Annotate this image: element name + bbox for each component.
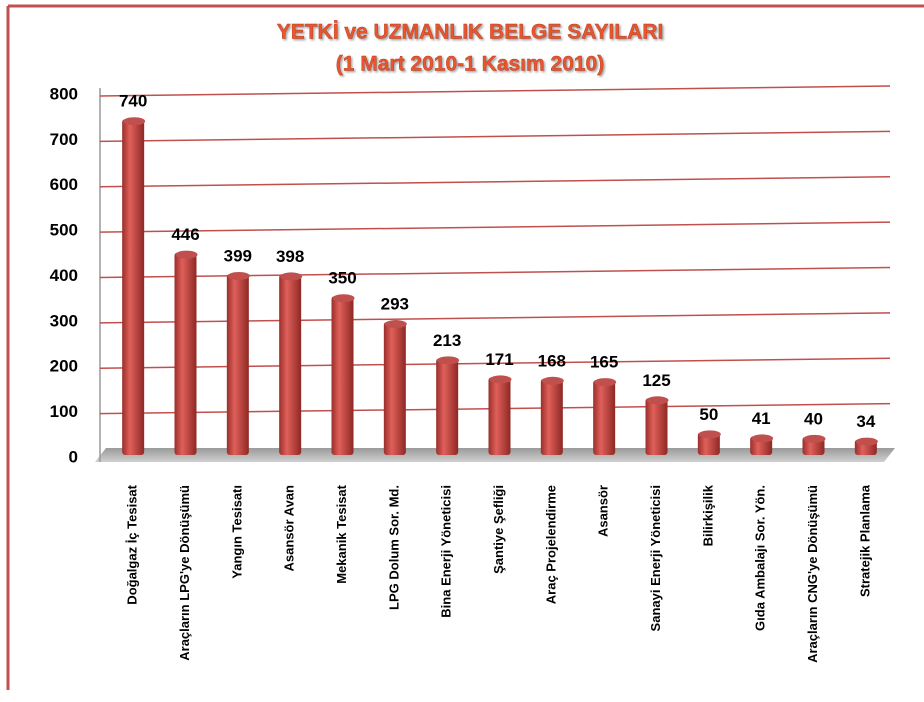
bar bbox=[174, 250, 198, 455]
bar-body bbox=[174, 252, 197, 455]
y-tick-label: 400 bbox=[50, 266, 78, 285]
x-tick-label: Araçların LPG'ye Dönüşümü bbox=[177, 485, 192, 661]
y-tick-label: 0 bbox=[69, 447, 78, 466]
bar bbox=[697, 430, 721, 455]
bar bbox=[436, 356, 460, 455]
grid-line bbox=[99, 266, 891, 279]
x-tick-label: Araçların CNG'ye Dönüşümü bbox=[805, 485, 820, 663]
bar bbox=[750, 434, 774, 455]
bar bbox=[383, 320, 407, 455]
bar-body bbox=[488, 377, 511, 455]
y-tick-label: 500 bbox=[50, 221, 78, 240]
y-tick-label: 300 bbox=[50, 311, 78, 330]
value-label: 40 bbox=[804, 409, 823, 428]
value-label: 740 bbox=[119, 92, 147, 111]
grid-line bbox=[99, 176, 891, 188]
grid-line bbox=[99, 85, 891, 97]
bar-top bbox=[855, 437, 878, 446]
bar-body bbox=[331, 296, 354, 455]
bar-body bbox=[122, 119, 145, 455]
y-tick-label: 600 bbox=[50, 175, 78, 194]
bar-body bbox=[697, 432, 720, 455]
y-tick-label: 700 bbox=[50, 130, 78, 149]
bar-top bbox=[803, 434, 826, 443]
grid-line bbox=[99, 312, 891, 324]
y-tick-label: 100 bbox=[50, 402, 78, 421]
value-label: 34 bbox=[856, 412, 875, 431]
bar bbox=[802, 434, 826, 455]
value-label: 399 bbox=[224, 246, 252, 265]
x-tick-label: Yangın Tesisatı bbox=[229, 485, 244, 579]
bar-body bbox=[645, 398, 668, 455]
bar-top bbox=[489, 375, 512, 384]
grid-line bbox=[99, 130, 891, 143]
value-label: 125 bbox=[642, 371, 670, 390]
bar-body bbox=[279, 274, 302, 455]
bar-body bbox=[226, 273, 249, 455]
bar bbox=[645, 396, 669, 455]
bar-top bbox=[751, 434, 774, 443]
bar bbox=[122, 117, 146, 455]
bar-top bbox=[280, 272, 303, 281]
bar-top bbox=[384, 320, 407, 329]
x-tick-label: Araç Projelendirme bbox=[543, 485, 558, 604]
x-tick-label: Bina Enerji Yöneticisi bbox=[439, 485, 454, 618]
bar-top bbox=[123, 117, 146, 126]
x-tick-label: Asansör bbox=[596, 485, 611, 537]
bar-top bbox=[437, 356, 460, 365]
x-tick-label: Doğalgaz İç Tesisat bbox=[125, 484, 140, 604]
bar-body bbox=[436, 358, 459, 455]
bar-top bbox=[227, 271, 250, 280]
grid-line bbox=[99, 221, 891, 233]
x-tick-label: Şantiye Şefliği bbox=[491, 485, 506, 574]
bar bbox=[331, 294, 355, 455]
value-label: 50 bbox=[699, 405, 718, 424]
bar-body bbox=[383, 322, 406, 455]
value-label: 446 bbox=[171, 225, 199, 244]
value-label: 350 bbox=[328, 269, 356, 288]
bar bbox=[540, 376, 564, 455]
bar bbox=[488, 375, 512, 455]
x-tick-label: Mekanik Tesisat bbox=[334, 484, 349, 583]
x-tick-label: Sanayi Enerji Yöneticisi bbox=[648, 485, 663, 631]
value-label: 41 bbox=[752, 409, 771, 428]
value-label: 213 bbox=[433, 331, 461, 350]
value-label: 165 bbox=[590, 353, 618, 372]
bar-top bbox=[698, 430, 721, 439]
bar bbox=[854, 437, 878, 455]
value-label: 398 bbox=[276, 247, 304, 266]
bar-top bbox=[594, 378, 617, 387]
x-tick-label: Gıda Ambalajı Sor. Yön. bbox=[753, 485, 768, 631]
value-label: 168 bbox=[538, 351, 566, 370]
value-label: 293 bbox=[381, 295, 409, 314]
bar-top bbox=[175, 250, 198, 259]
bar bbox=[226, 271, 250, 455]
bar-top bbox=[332, 294, 355, 303]
x-tick-label: LPG Dolum Sor. Md. bbox=[386, 485, 401, 610]
x-tick-label: Asansör Avan bbox=[282, 485, 297, 572]
bar-body bbox=[593, 380, 616, 455]
bar-body bbox=[540, 378, 563, 455]
y-tick-label: 200 bbox=[50, 357, 78, 376]
bar bbox=[593, 378, 617, 455]
chart-subtitle: (1 Mart 2010-1 Kasım 2010) bbox=[336, 53, 604, 76]
chart-title: YETKİ ve UZMANLIK BELGE SAYILARI bbox=[277, 21, 664, 44]
value-label: 171 bbox=[485, 350, 513, 369]
bar bbox=[279, 272, 303, 455]
x-tick-label: Bilirkişilik bbox=[700, 484, 715, 546]
bar-top bbox=[646, 396, 669, 405]
bar-top bbox=[541, 376, 564, 385]
x-tick-label: Stratejik Planlama bbox=[857, 484, 872, 597]
y-tick-label: 800 bbox=[50, 84, 78, 103]
